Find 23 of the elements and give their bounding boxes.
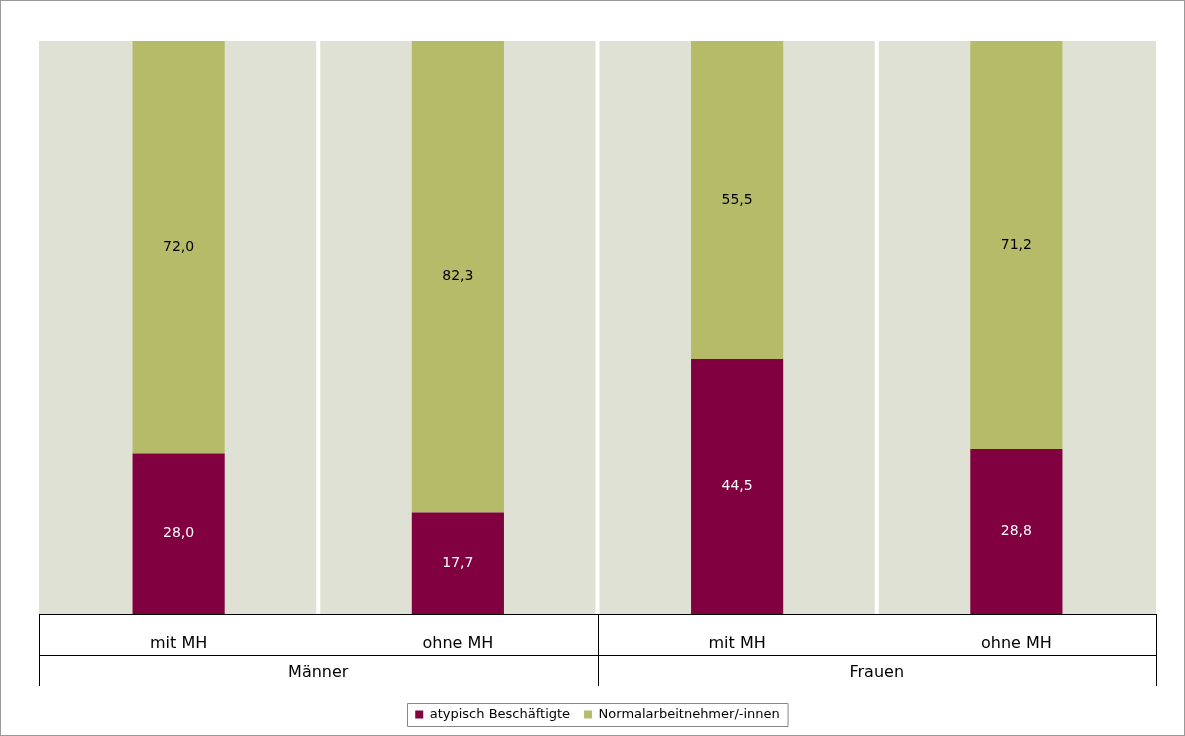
bar xyxy=(411,512,504,614)
x-tick-label: mit MH xyxy=(708,632,766,652)
data-label: 28,0 xyxy=(163,524,195,541)
bar xyxy=(970,41,1063,449)
data-label: 44,5 xyxy=(721,477,753,494)
data-label: 17,7 xyxy=(442,553,474,570)
x-tick-label: ohne MH xyxy=(422,632,494,652)
bar xyxy=(132,453,225,614)
data-label: 72,0 xyxy=(163,237,195,254)
data-label: 82,3 xyxy=(442,267,474,284)
text: Frauen xyxy=(849,662,905,682)
legend-label: Normalarbeitnehmer/-innen xyxy=(598,705,780,721)
bar xyxy=(691,41,784,360)
legend-label: atypisch Beschäftigte xyxy=(429,705,571,721)
x-tick-label: ohne MH xyxy=(980,632,1052,652)
data-label: 28,8 xyxy=(1000,522,1032,539)
bar xyxy=(970,448,1063,614)
data-label: 55,5 xyxy=(721,190,753,207)
bar xyxy=(132,41,225,454)
x-tick-label: mit MH xyxy=(150,632,208,652)
text: Männer xyxy=(288,662,349,682)
bar xyxy=(691,359,784,614)
data-label: 71,2 xyxy=(1000,235,1032,252)
